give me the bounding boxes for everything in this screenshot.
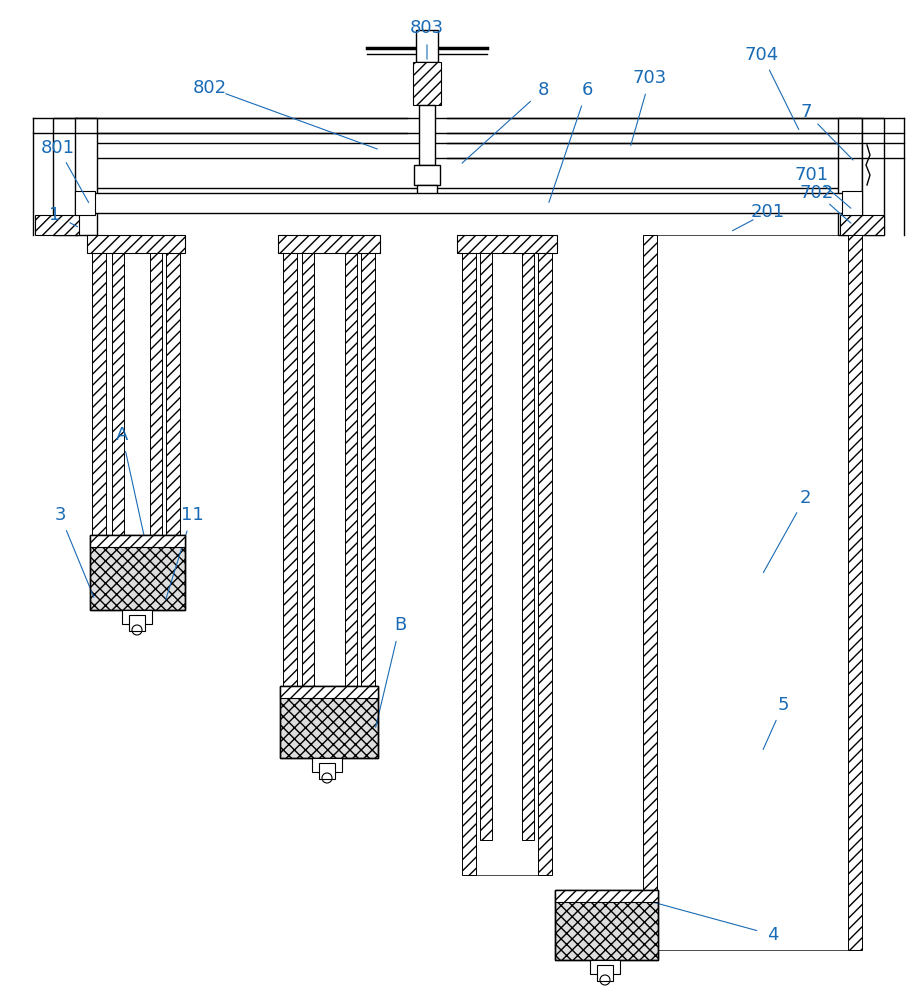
Bar: [862, 118, 884, 235]
Bar: [90, 193, 855, 213]
Bar: [345, 253, 357, 700]
Bar: [480, 253, 492, 840]
Bar: [597, 965, 613, 981]
Bar: [122, 610, 152, 624]
Bar: [75, 191, 95, 215]
Text: 201: 201: [751, 203, 785, 221]
Bar: [280, 686, 378, 758]
Bar: [166, 235, 180, 580]
Text: 801: 801: [41, 139, 75, 157]
Bar: [302, 253, 314, 700]
Bar: [312, 758, 342, 772]
Bar: [457, 235, 557, 253]
Text: 11: 11: [181, 506, 204, 524]
Bar: [643, 235, 657, 950]
Bar: [75, 188, 862, 212]
Bar: [419, 105, 435, 165]
Bar: [462, 235, 476, 875]
Bar: [150, 253, 162, 545]
Text: A: A: [116, 426, 128, 444]
Bar: [35, 215, 79, 235]
Bar: [413, 62, 441, 105]
Text: 701: 701: [795, 166, 829, 184]
Circle shape: [850, 201, 854, 205]
Bar: [92, 235, 106, 580]
Bar: [319, 763, 335, 779]
Bar: [75, 118, 862, 133]
Bar: [361, 235, 375, 730]
Text: 4: 4: [767, 926, 779, 944]
Bar: [280, 686, 378, 698]
Bar: [538, 235, 552, 875]
Text: 3: 3: [54, 506, 65, 524]
Bar: [416, 30, 438, 62]
Bar: [90, 535, 185, 547]
Text: B: B: [394, 616, 406, 634]
Bar: [90, 535, 185, 610]
Bar: [522, 253, 534, 840]
Text: 6: 6: [581, 81, 593, 99]
Bar: [414, 165, 440, 185]
Text: 703: 703: [633, 69, 667, 87]
Bar: [555, 890, 658, 902]
Text: 7: 7: [800, 103, 811, 121]
Text: 803: 803: [410, 19, 444, 37]
Bar: [283, 235, 297, 730]
Bar: [90, 535, 185, 610]
Bar: [129, 615, 145, 631]
Bar: [840, 215, 884, 235]
Bar: [75, 118, 97, 235]
Bar: [75, 143, 862, 158]
Bar: [280, 686, 378, 758]
Bar: [417, 185, 437, 212]
Text: 702: 702: [799, 184, 834, 202]
Text: 8: 8: [537, 81, 549, 99]
Bar: [838, 118, 862, 235]
Bar: [590, 960, 620, 974]
Text: 1: 1: [50, 206, 61, 224]
Bar: [848, 235, 862, 950]
Text: 2: 2: [799, 489, 810, 507]
Bar: [87, 235, 185, 253]
Bar: [842, 191, 862, 215]
Text: 802: 802: [192, 79, 227, 97]
Bar: [555, 890, 658, 960]
Text: 5: 5: [777, 696, 788, 714]
Text: 704: 704: [745, 46, 779, 64]
Circle shape: [83, 201, 87, 205]
Bar: [53, 118, 77, 235]
Bar: [112, 253, 124, 545]
Bar: [555, 890, 658, 960]
Bar: [278, 235, 380, 253]
